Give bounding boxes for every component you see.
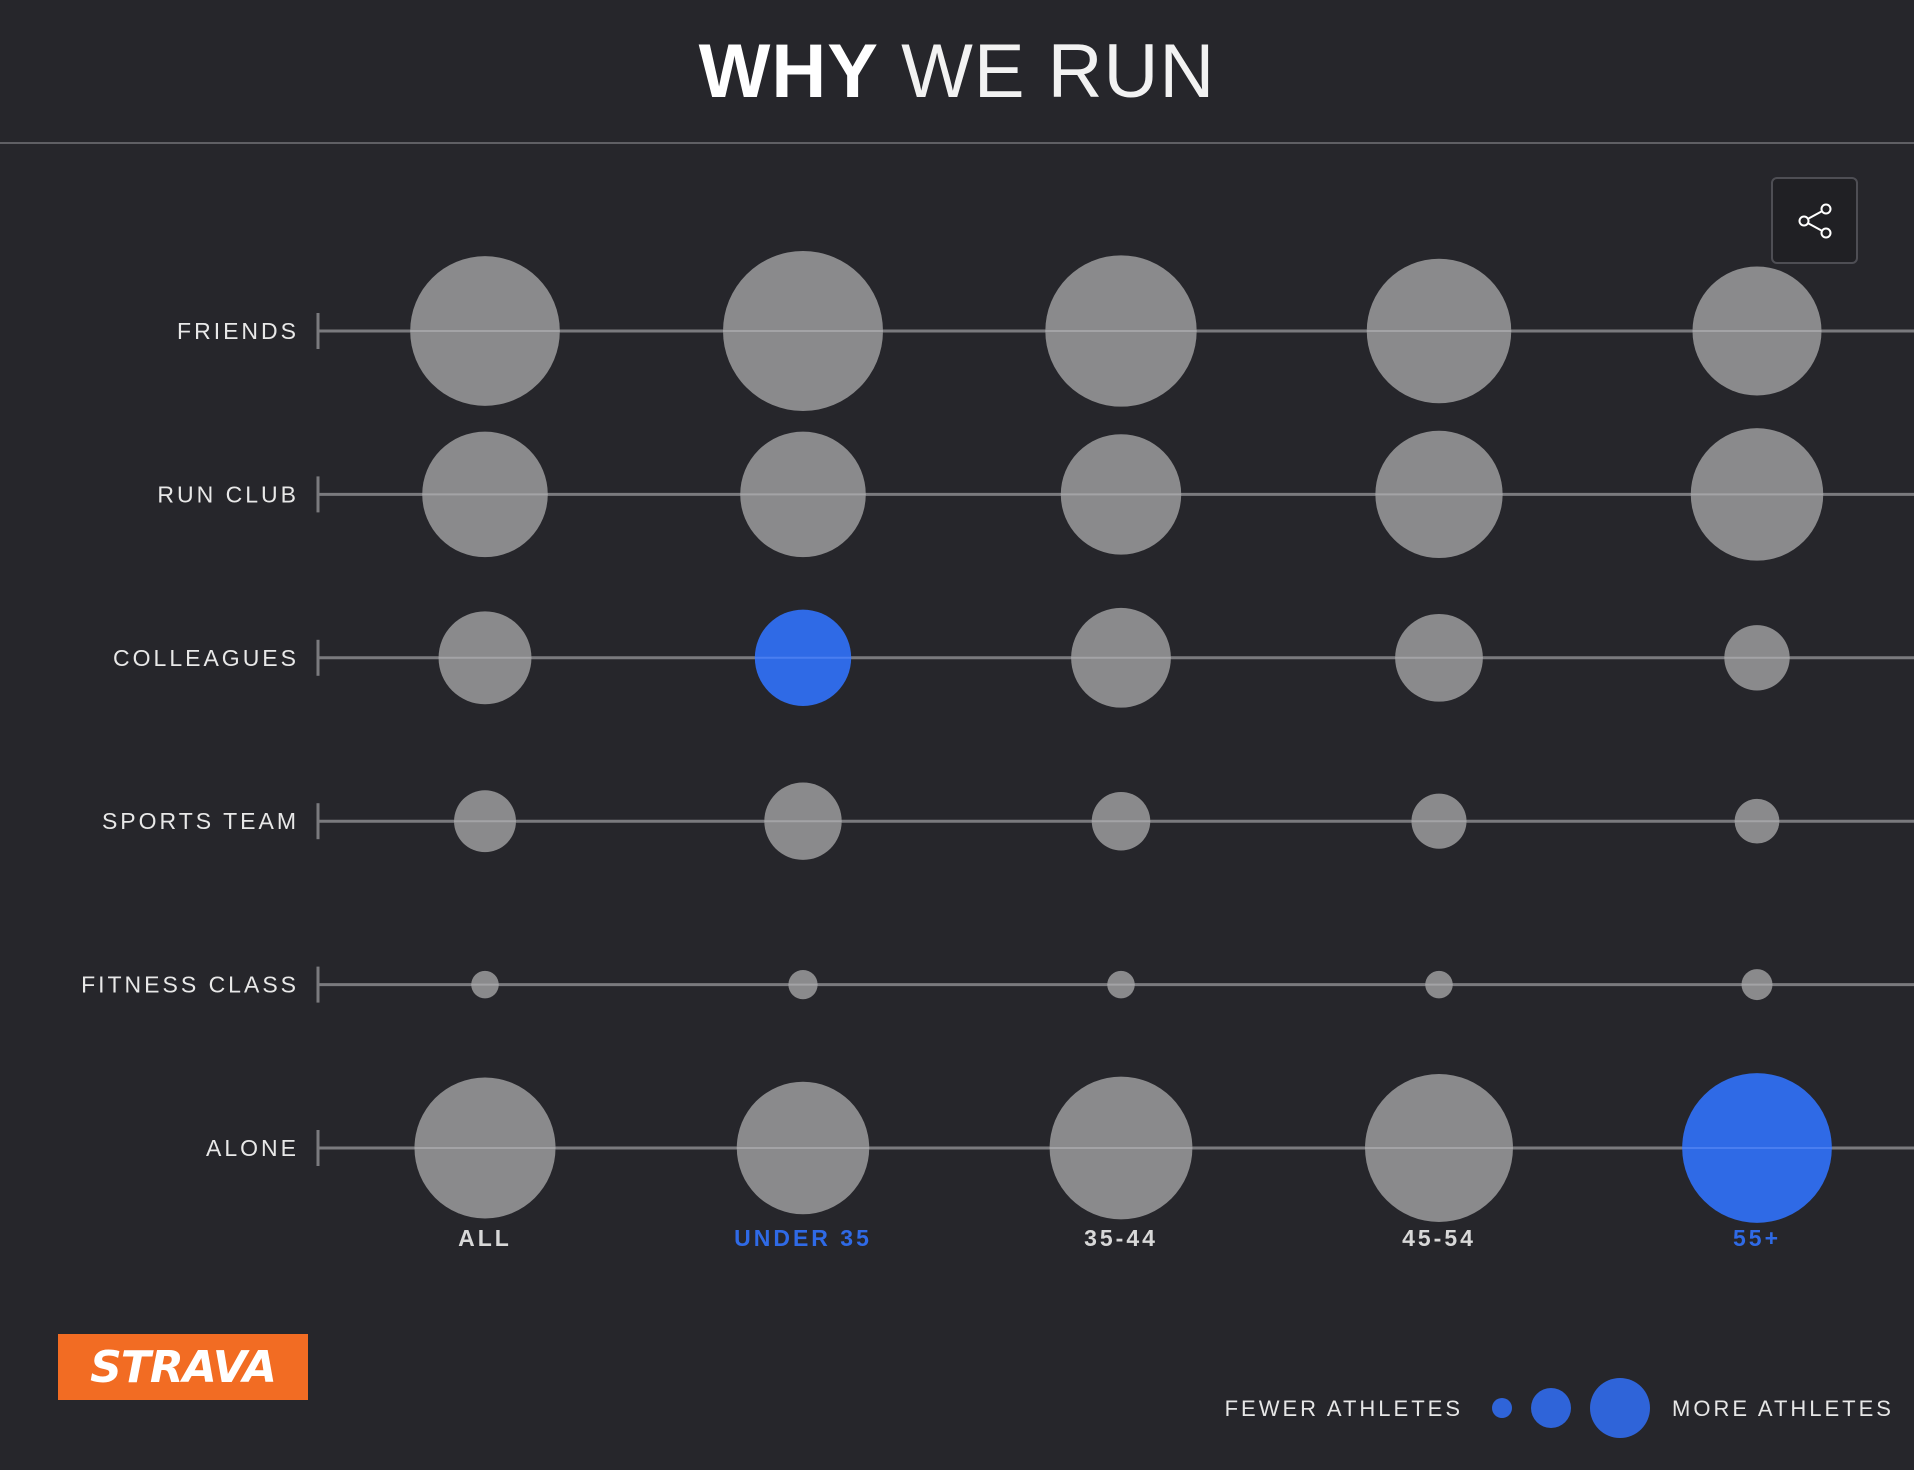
- bubble-chart: FRIENDS RUN CLUB COLLEAGUES SPORTS TEAM FITN…: [81, 251, 1914, 1251]
- legend-more-label: MORE ATHLETES: [1672, 1396, 1894, 1421]
- row-label-run-club: RUN CLUB: [157, 481, 299, 507]
- row-label-friends: FRIENDS: [177, 318, 299, 344]
- column-label-35-44: 35-44: [1084, 1225, 1158, 1251]
- size-legend: FEWER ATHLETES MORE ATHLETES: [1200, 1376, 1891, 1440]
- logo-text: STRAVA: [90, 1341, 277, 1393]
- legend-fewer-label: FEWER ATHLETES: [1224, 1396, 1463, 1421]
- row-label-colleagues: COLLEAGUES: [113, 645, 299, 671]
- column-label-45-54: 45-54: [1402, 1225, 1476, 1251]
- page-title: WHY WE RUN: [0, 30, 1914, 114]
- share-icon: [1798, 203, 1831, 238]
- row-label-alone: ALONE: [206, 1135, 299, 1161]
- row-label-fitness-class: FITNESS CLASS: [81, 972, 299, 998]
- column-label-under-35: UNDER 35: [734, 1225, 872, 1251]
- legend-dot-medium: [1531, 1388, 1571, 1428]
- legend-dot-large: [1590, 1378, 1650, 1438]
- header: WHY WE RUN: [0, 0, 1914, 144]
- title-bold: WHY: [698, 29, 879, 114]
- column-label-55plus: 55+: [1733, 1225, 1781, 1251]
- strava-logo: STRAVA: [58, 1334, 308, 1400]
- legend-dot-small: [1492, 1398, 1512, 1418]
- row-label-sports-team: SPORTS TEAM: [102, 808, 299, 834]
- share-button[interactable]: [1771, 177, 1858, 264]
- column-label-all: ALL: [458, 1225, 512, 1251]
- title-light: WE RUN: [901, 29, 1216, 114]
